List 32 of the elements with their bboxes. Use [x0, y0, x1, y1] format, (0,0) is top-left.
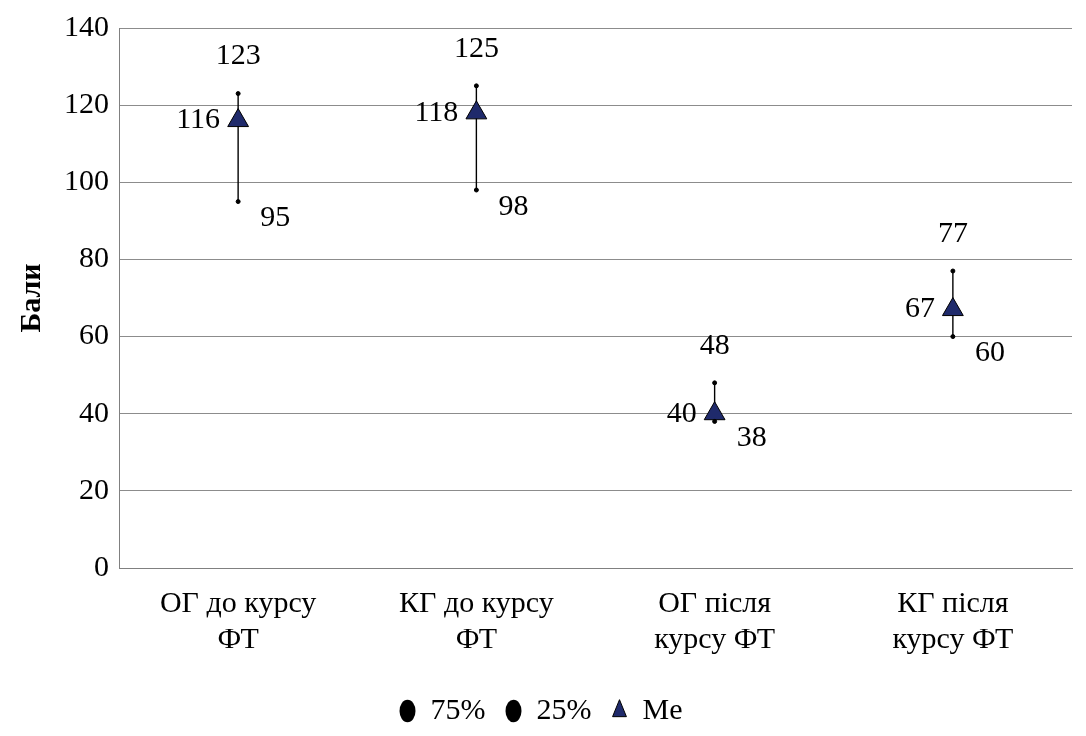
- point: [703, 401, 726, 421]
- y-tick-label: 120: [64, 86, 109, 120]
- data-label: 116: [176, 101, 221, 135]
- y-tick-label: 140: [64, 8, 109, 42]
- data-label: 123: [215, 37, 261, 71]
- point: [941, 297, 964, 317]
- y-tick-label: 60: [79, 317, 109, 351]
- y-tick-label: 80: [79, 240, 109, 274]
- x-tick-label: КГ після курсу ФТ: [892, 584, 1014, 654]
- data-label: 40: [666, 394, 697, 428]
- y-tick-label: 0: [94, 548, 109, 582]
- y-tick-label: 40: [79, 394, 109, 428]
- x-tick-label: КГ до курсу ФТ: [399, 584, 554, 654]
- legend-label: 75%: [430, 691, 486, 725]
- x-tick-label: ОГ після курсу ФТ: [654, 584, 776, 654]
- y-tick-label: 20: [79, 471, 109, 505]
- x-tick-label: ОГ до курсу ФТ: [159, 584, 317, 654]
- data-label: 77: [937, 214, 968, 248]
- legend-label: 25%: [536, 691, 592, 725]
- y-tick-label: 100: [64, 163, 109, 197]
- data-label: 125: [453, 29, 499, 63]
- data-label: 60: [974, 334, 1005, 368]
- data-label: 98: [498, 187, 529, 221]
- data-label: 48: [699, 326, 730, 360]
- point: [227, 108, 250, 128]
- point: [465, 100, 488, 120]
- data-label: 118: [414, 93, 459, 127]
- data-label: 95: [260, 199, 291, 233]
- legend-label: Me: [642, 691, 683, 725]
- data-label: 38: [736, 419, 767, 453]
- data-label: 67: [904, 290, 935, 324]
- y-axis-title: Бали: [12, 263, 46, 333]
